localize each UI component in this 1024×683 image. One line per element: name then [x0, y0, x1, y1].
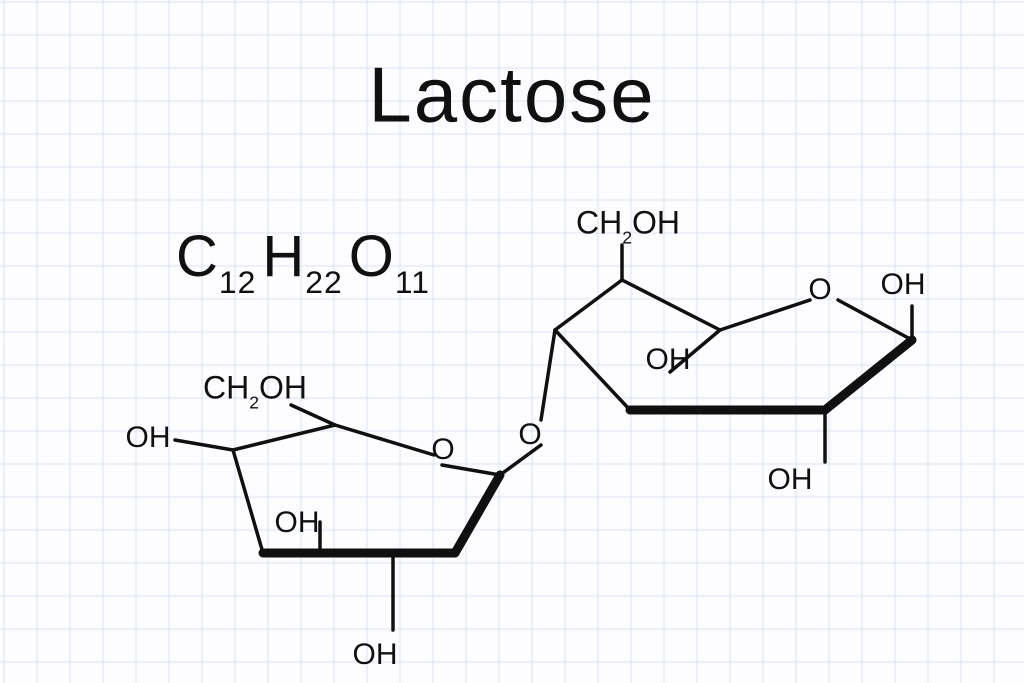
bond: [555, 330, 630, 410]
atom-label-oh-left-bottom: OH: [353, 638, 398, 672]
bond: [720, 300, 810, 330]
atom-label-oh-left-inner: OH: [275, 506, 320, 540]
bond: [838, 300, 912, 340]
bond: [233, 425, 335, 450]
atom-label-o-right-ring: O: [808, 273, 831, 307]
bond: [233, 450, 263, 553]
bond: [335, 425, 434, 455]
compound-title: Lactose: [368, 50, 655, 141]
bond: [541, 330, 555, 420]
bond: [455, 475, 500, 553]
bond: [555, 280, 622, 330]
page-root: Lactose C12H22O11 CH2OH OH O OH OH O CH2OH OH O O…: [0, 0, 1024, 683]
bond: [825, 340, 912, 410]
atom-label-ch2oh-left: CH2OH: [203, 369, 307, 410]
bond: [622, 280, 720, 330]
molecular-formula: C12H22O11: [170, 223, 430, 297]
atom-label-oh-right-top: OH: [881, 268, 926, 302]
atom-label-o-left-ring: O: [431, 433, 454, 467]
atom-label-oh-right-inner: OH: [646, 343, 691, 377]
atom-label-ch2oh-right: CH2OH: [576, 204, 680, 245]
atom-label-oh-left-top: OH: [126, 421, 171, 455]
atom-label-o-bridge: O: [518, 418, 541, 452]
atom-label-oh-right-bottom: OH: [768, 463, 813, 497]
bond: [175, 440, 233, 450]
